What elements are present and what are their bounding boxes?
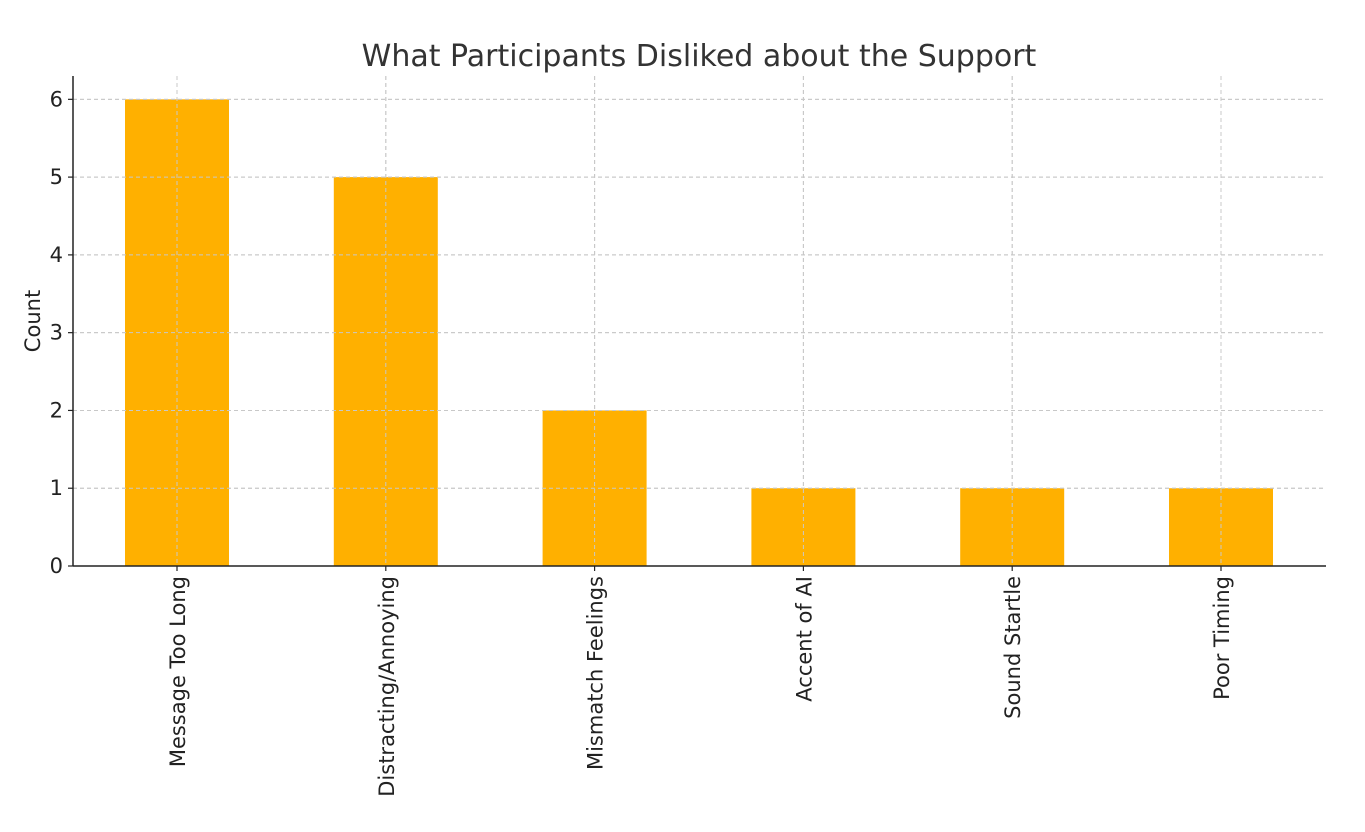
axis-layer [72,76,1326,567]
grid-overlay [73,76,1326,566]
y-tick-label: 5 [50,165,63,189]
chart-title: What Participants Disliked about the Sup… [362,39,1037,74]
x-category-label: Message Too Long [166,576,190,767]
y-tick-label: 4 [50,243,63,267]
y-tick-label: 0 [50,554,63,578]
x-category-label: Distracting/Annoying [375,576,399,797]
y-axis-label: Count [21,290,45,352]
y-tick-label: 2 [50,398,63,422]
grid-layer [73,76,1326,566]
x-category-label: Sound Startle [1001,576,1025,719]
x-tick-labels: Message Too Long Distracting/Annoying Mism… [166,566,1234,797]
y-tick-label: 6 [50,87,63,111]
y-tick-label: 1 [50,476,63,500]
y-tick-label: 3 [50,321,63,345]
y-tick-labels: 0 1 2 3 4 5 6 [50,87,73,578]
x-category-label: Mismatch Feelings [584,576,608,770]
x-category-label: Poor Timing [1210,576,1234,700]
x-category-label: Accent of AI [792,576,816,702]
